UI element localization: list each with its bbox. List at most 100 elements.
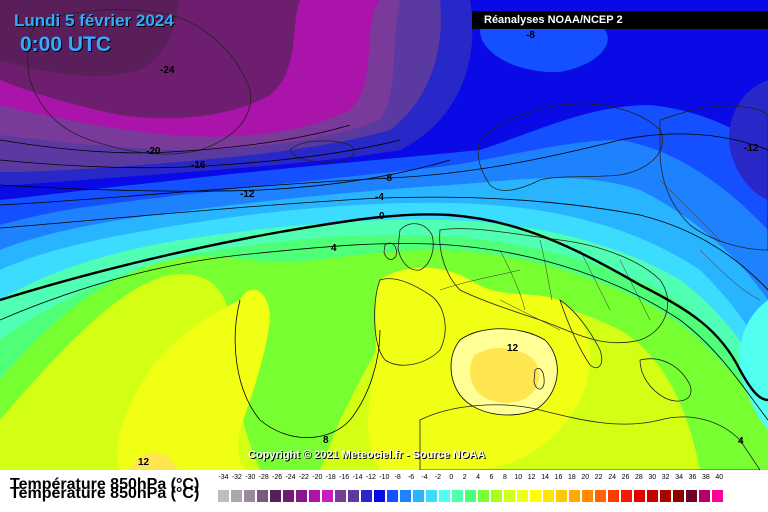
legend-swatch xyxy=(555,489,568,503)
label-8: 8 xyxy=(323,435,329,446)
legend-swatch xyxy=(672,489,685,503)
label-0: 0 xyxy=(379,211,385,222)
isotherm-m20 xyxy=(0,124,351,154)
label-m8-top: -8 xyxy=(526,30,535,41)
legend-swatch xyxy=(620,489,633,503)
footer-title: Température 850hPa (°C) xyxy=(10,476,200,493)
legend-swatch xyxy=(243,489,256,503)
label-m12: -12 xyxy=(240,189,255,200)
legend-swatch xyxy=(490,489,503,503)
legend-tick-label: -2 xyxy=(434,474,441,481)
coastlines xyxy=(27,9,768,470)
legend-swatch xyxy=(282,489,295,503)
legend-swatch xyxy=(607,489,620,503)
legend-tick-label: -22 xyxy=(298,474,309,481)
isotherm-0 xyxy=(0,213,768,402)
legend-tick-label: -20 xyxy=(312,474,323,481)
legend-swatch xyxy=(698,489,711,503)
band-yellow-west xyxy=(117,289,270,470)
legend-swatch xyxy=(386,489,399,503)
legend-swatch xyxy=(425,489,438,503)
legend-swatch xyxy=(711,489,724,503)
legend-tick-label: 14 xyxy=(541,474,549,481)
legend-bar xyxy=(217,489,757,503)
label-12-sw: 12 xyxy=(138,457,150,468)
isotherm-m8 xyxy=(0,133,768,206)
isotherms xyxy=(0,124,768,438)
band-east-cold xyxy=(729,80,768,200)
legend-swatch xyxy=(659,489,672,503)
legend-swatch xyxy=(464,489,477,503)
legend-tick-label: 2 xyxy=(462,474,467,481)
legend-tick-label: -10 xyxy=(379,474,390,481)
legend-tick-label: -18 xyxy=(325,474,336,481)
legend-tick-label: 34 xyxy=(675,474,683,481)
legend-swatch xyxy=(451,489,464,503)
legend-tick-label: 0 xyxy=(449,474,454,481)
isotherm-12 xyxy=(450,328,558,416)
time-title: 0:00 UTC xyxy=(20,33,112,56)
isotherm-m16 xyxy=(0,139,401,169)
label-4-se: 4 xyxy=(738,436,744,447)
legend-tick-label: 20 xyxy=(581,474,590,481)
temperature-map: -24 -20 -16 -12 -8 -8 -4 0 4 12 -12 8 12… xyxy=(0,0,768,470)
label-m24: -24 xyxy=(160,65,175,76)
legend-tick-label: -12 xyxy=(365,474,376,481)
legend-tick-label: 26 xyxy=(621,474,630,481)
legend-ticks: -34 -32 -30 -28 -26 -24 -22 -20 -18 -16 -14 -12 -10-… xyxy=(217,474,757,486)
legend-tick-label: 18 xyxy=(567,474,576,481)
legend-swatch xyxy=(646,489,659,503)
legend-tick-label: 22 xyxy=(594,474,603,481)
legend-swatch xyxy=(542,489,555,503)
legend-tick-label: -34 xyxy=(218,474,229,481)
label-m16: -16 xyxy=(191,160,206,171)
legend-swatch xyxy=(334,489,347,503)
label-m4: -4 xyxy=(375,192,384,203)
legend-tick-label: -6 xyxy=(407,474,415,481)
label-4: 4 xyxy=(331,243,337,254)
isotherm-8 xyxy=(234,299,381,438)
legend-swatch xyxy=(503,489,516,503)
legend-tick-label: 16 xyxy=(554,474,563,481)
isotherm-4 xyxy=(0,243,768,421)
legend-tick-label: 12 xyxy=(527,474,536,481)
legend-tick-label: -24 xyxy=(285,474,296,481)
legend-swatch xyxy=(633,489,646,503)
label-12: 12 xyxy=(507,343,519,354)
legend-swatch xyxy=(529,489,542,503)
legend-swatch xyxy=(360,489,373,503)
legend-tick-label: 10 xyxy=(514,474,523,481)
legend-swatch xyxy=(685,489,698,503)
legend-tick-label: 30 xyxy=(648,474,657,481)
isotherm-m12 xyxy=(0,159,451,192)
legend-swatch xyxy=(568,489,581,503)
legend-tick-label: 40 xyxy=(715,474,724,481)
label-m12-east: -12 xyxy=(744,143,759,154)
legend-tick-label: 36 xyxy=(688,474,697,481)
legend-tick-label: 28 xyxy=(634,474,643,481)
legend-swatch xyxy=(516,489,529,503)
legend-tick-label: -16 xyxy=(339,474,350,481)
label-m8: -8 xyxy=(383,173,392,184)
legend-tick-label: -28 xyxy=(258,474,269,481)
color-legend: -34 -32 -30 -28 -26 -24 -22 -20 -18 -16 -14 -12 -10-… xyxy=(217,474,757,503)
legend-tick-label: -30 xyxy=(245,474,256,481)
legend-tick-label: -8 xyxy=(394,474,401,481)
isotherm-m4 xyxy=(0,196,768,291)
legend-tick-label: -32 xyxy=(231,474,242,481)
legend-tick-label: 6 xyxy=(489,474,494,481)
legend-swatch xyxy=(438,489,451,503)
legend-swatch xyxy=(321,489,334,503)
band-gold-sw xyxy=(130,453,178,470)
band-gold xyxy=(469,347,540,403)
legend-swatch xyxy=(256,489,269,503)
legend-swatch xyxy=(269,489,282,503)
copyright-text: Copyright © 2021 Meteociel.fr - Source N… xyxy=(248,449,486,461)
legend-tick-label: 38 xyxy=(701,474,710,481)
legend-tick-label: -14 xyxy=(352,474,363,481)
legend-swatch xyxy=(217,489,230,503)
legend-swatch xyxy=(477,489,490,503)
legend-swatch xyxy=(412,489,425,503)
legend-tick-label: 4 xyxy=(476,474,481,481)
source-label: Réanalyses NOAA/NCEP 2 xyxy=(472,11,768,29)
